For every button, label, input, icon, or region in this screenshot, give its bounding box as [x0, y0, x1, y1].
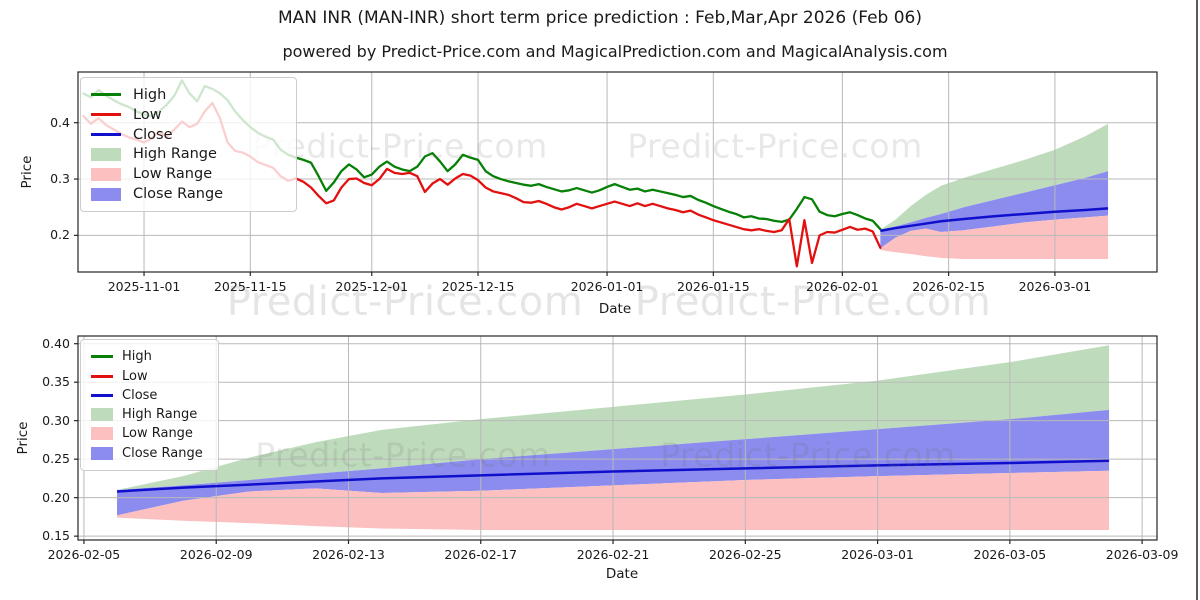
- legend-patch-swatch: [91, 187, 121, 201]
- legend-label: Close Range: [122, 445, 203, 461]
- legend-item-close: Close: [91, 127, 286, 143]
- legend-item-close: Close: [91, 388, 208, 403]
- legend-patch-swatch: [91, 446, 113, 460]
- legend-item-low-range: Low Range: [91, 166, 286, 182]
- legend-line-swatch: [91, 113, 121, 117]
- legend-item-close-range: Close Range: [91, 186, 286, 202]
- legend-item-low: Low: [91, 369, 208, 384]
- legend-patch-swatch: [91, 167, 121, 181]
- legend-label: Low Range: [122, 426, 193, 442]
- legend-label: High: [133, 86, 167, 103]
- legend: High Low Close High Range Low Range Close Ran…: [80, 339, 219, 471]
- legend-line-swatch: [91, 374, 113, 378]
- chart-subtitle: powered by Predict-Price.com and Magical…: [282, 42, 948, 61]
- legend-label: High Range: [122, 407, 198, 423]
- legend-item-high: High: [91, 349, 208, 364]
- legend-label: Low Range: [133, 166, 213, 183]
- legend-label: High: [122, 349, 152, 365]
- legend-label: Close: [133, 126, 173, 143]
- legend-line-swatch: [91, 393, 113, 397]
- legend-item-high-range: High Range: [91, 146, 286, 162]
- legend-item-high: High: [91, 87, 286, 103]
- legend-label: High Range: [133, 146, 217, 163]
- legend-label: Close: [122, 387, 158, 403]
- legend-item-low: Low: [91, 107, 286, 123]
- legend-patch-swatch: [91, 427, 113, 441]
- legend-patch-swatch: [91, 147, 121, 161]
- legend: High Low Close High Range Low Range Close Ran…: [80, 77, 297, 212]
- legend-item-low-range: Low Range: [91, 426, 208, 441]
- legend-line-swatch: [91, 355, 113, 359]
- legend-item-close-range: Close Range: [91, 446, 208, 461]
- legend-line-swatch: [91, 133, 121, 137]
- legend-label: Close Range: [133, 186, 224, 203]
- legend-patch-swatch: [91, 408, 113, 422]
- legend-item-high-range: High Range: [91, 407, 208, 422]
- legend-label: Low: [122, 368, 148, 384]
- chart-title: MAN INR (MAN-INR) short term price predi…: [278, 8, 922, 28]
- legend-line-swatch: [91, 93, 121, 97]
- legend-label: Low: [133, 106, 162, 123]
- window-edge: [1196, 0, 1198, 600]
